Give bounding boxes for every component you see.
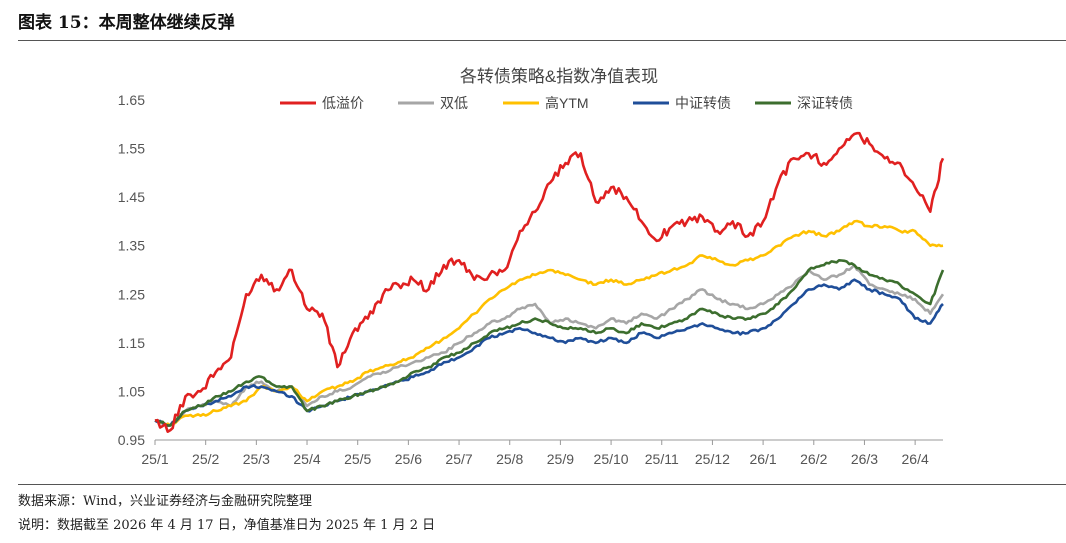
x-tick-label: 26/3 bbox=[851, 451, 878, 467]
x-tick-label: 25/5 bbox=[344, 451, 371, 467]
y-tick-label: 0.95 bbox=[118, 432, 145, 448]
x-tick-label: 25/9 bbox=[547, 451, 574, 467]
y-tick-label: 1.65 bbox=[118, 92, 145, 108]
x-tick-label: 25/12 bbox=[695, 451, 730, 467]
y-tick-label: 1.15 bbox=[118, 335, 145, 351]
legend-label-3: 中证转债 bbox=[675, 95, 731, 111]
chart-title: 各转债策略&指数净值表现 bbox=[460, 67, 658, 86]
series-line-3 bbox=[154, 278, 944, 427]
x-tick-label: 25/8 bbox=[496, 451, 523, 467]
y-tick-label: 1.45 bbox=[118, 189, 145, 205]
legend-label-1: 双低 bbox=[440, 95, 468, 111]
source-note: 数据来源：Wind，兴业证券经济与金融研究院整理 bbox=[18, 494, 312, 509]
legend-label-0: 低溢价 bbox=[322, 95, 364, 111]
series-line-0 bbox=[154, 131, 945, 434]
x-tick-label: 25/6 bbox=[395, 451, 422, 467]
y-tick-label: 1.55 bbox=[118, 141, 145, 157]
figure-label: 图表 15：本周整体继续反弹 bbox=[18, 13, 235, 33]
x-tick-label: 26/1 bbox=[749, 451, 776, 467]
x-tick-label: 25/1 bbox=[141, 451, 168, 467]
x-tick-label: 25/4 bbox=[293, 451, 320, 467]
x-tick-label: 25/11 bbox=[645, 451, 679, 467]
x-tick-label: 25/7 bbox=[445, 451, 472, 467]
bottom-rule bbox=[18, 484, 1066, 485]
description-note: 说明：数据截至 2026 年 4 月 17 日，净值基准日为 2025 年 1 … bbox=[18, 518, 436, 533]
x-tick-label: 25/10 bbox=[594, 451, 629, 467]
x-tick-label: 25/2 bbox=[192, 451, 219, 467]
legend-label-4: 深证转债 bbox=[797, 95, 853, 111]
x-tick-label: 25/3 bbox=[243, 451, 270, 467]
y-tick-label: 1.35 bbox=[118, 238, 145, 254]
x-tick-label: 26/4 bbox=[902, 451, 929, 467]
top-rule bbox=[18, 40, 1066, 41]
y-tick-label: 1.25 bbox=[118, 286, 145, 302]
y-tick-label: 1.05 bbox=[118, 383, 145, 399]
series-line-2 bbox=[154, 219, 944, 427]
series-line-4 bbox=[154, 258, 945, 427]
x-tick-label: 26/2 bbox=[800, 451, 827, 467]
legend-label-2: 高YTM bbox=[545, 95, 589, 111]
